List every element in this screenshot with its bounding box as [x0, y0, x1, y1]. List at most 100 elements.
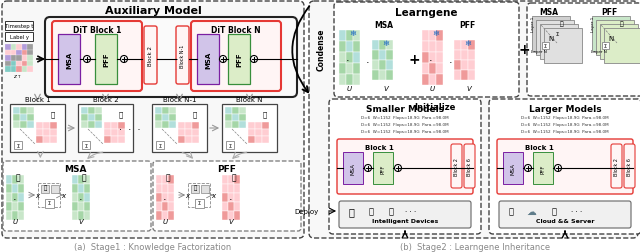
Text: Layer 1: Layer 1	[591, 16, 595, 32]
Text: 🗄: 🗄	[552, 207, 557, 216]
Bar	[78, 202, 84, 211]
Bar	[27, 121, 34, 129]
Bar	[248, 130, 255, 137]
Bar	[192, 122, 199, 130]
Bar	[228, 184, 234, 193]
Bar	[188, 183, 210, 207]
Bar	[162, 193, 168, 202]
Bar	[11, 50, 16, 56]
Text: Cloud && Server: Cloud && Server	[536, 219, 595, 224]
Bar	[58, 35, 80, 85]
Bar	[185, 130, 192, 137]
Bar	[461, 71, 468, 81]
Text: DiT Block N: DiT Block N	[211, 25, 261, 34]
Bar	[226, 141, 234, 149]
Bar	[156, 193, 162, 202]
Text: Σ: Σ	[197, 201, 200, 206]
Bar	[228, 175, 234, 184]
Bar	[5, 33, 33, 42]
Text: Layer N: Layer N	[531, 50, 547, 54]
Text: 🔥: 🔥	[166, 173, 170, 182]
Bar	[36, 137, 43, 143]
Bar	[84, 193, 90, 202]
Bar	[28, 61, 33, 67]
Text: Block 2: Block 2	[454, 158, 459, 175]
Bar	[22, 61, 28, 67]
Bar	[38, 183, 60, 207]
Bar	[239, 121, 246, 129]
Bar	[422, 31, 429, 42]
Bar	[168, 202, 174, 211]
Bar	[162, 202, 168, 211]
Text: U: U	[346, 86, 351, 92]
Bar	[192, 130, 199, 137]
Text: D=6  W=1152  Flops=18.9G  Para.=98.0M: D=6 W=1152 Flops=18.9G Para.=98.0M	[521, 122, 609, 127]
Text: 🎮: 🎮	[388, 207, 394, 216]
Bar	[162, 121, 169, 129]
Bar	[222, 105, 277, 152]
Bar	[248, 122, 255, 130]
Bar	[228, 193, 234, 202]
Text: ☁: ☁	[526, 206, 536, 216]
Bar	[36, 122, 43, 130]
Bar	[185, 122, 192, 130]
FancyBboxPatch shape	[527, 4, 640, 97]
Bar	[43, 122, 50, 130]
Bar	[88, 108, 95, 115]
Bar	[228, 35, 250, 85]
Bar	[28, 67, 33, 73]
Text: MSA: MSA	[205, 51, 211, 68]
Bar	[18, 184, 24, 193]
Bar	[461, 61, 468, 71]
Text: D=6  W=1152  Flops=18.9G  Para.=98.0M: D=6 W=1152 Flops=18.9G Para.=98.0M	[361, 130, 449, 134]
Bar	[12, 211, 18, 220]
Bar	[72, 202, 78, 211]
Text: D=6  W=1152  Flops=18.9G  Para.=98.0M: D=6 W=1152 Flops=18.9G Para.=98.0M	[361, 115, 449, 119]
Text: Block 1: Block 1	[525, 144, 554, 150]
Text: PFF: PFF	[459, 20, 475, 29]
Bar	[118, 130, 125, 137]
Bar	[95, 35, 117, 85]
Bar	[16, 45, 22, 50]
Bar	[18, 202, 24, 211]
Bar	[178, 130, 185, 137]
Bar	[533, 152, 553, 184]
Text: Deploy: Deploy	[295, 208, 319, 214]
Bar	[84, 202, 90, 211]
Text: Layer N: Layer N	[591, 50, 607, 54]
Bar	[192, 137, 199, 143]
Bar	[16, 50, 22, 56]
Bar	[36, 130, 43, 137]
Bar	[343, 152, 363, 184]
Text: x: x	[61, 192, 65, 198]
Bar	[422, 42, 429, 53]
Bar	[78, 193, 84, 202]
FancyBboxPatch shape	[176, 27, 189, 85]
Text: Block 2: Block 2	[614, 158, 619, 175]
Bar	[346, 64, 353, 75]
Text: x: x	[35, 192, 39, 198]
Bar	[20, 108, 27, 115]
Text: PFF: PFF	[236, 52, 242, 67]
Bar	[27, 108, 34, 115]
Bar	[232, 115, 239, 121]
Bar	[169, 121, 176, 129]
FancyBboxPatch shape	[45, 18, 297, 98]
Bar	[18, 175, 24, 184]
Text: Block N-1: Block N-1	[163, 97, 196, 103]
Text: D=6  W=1152  Flops=18.9G  Para.=98.0M: D=6 W=1152 Flops=18.9G Para.=98.0M	[521, 115, 609, 119]
Text: 🔥: 🔥	[44, 184, 47, 190]
Circle shape	[220, 56, 227, 63]
Bar	[6, 202, 12, 211]
Text: PFF: PFF	[541, 164, 545, 173]
Bar	[234, 202, 240, 211]
Bar	[353, 42, 360, 53]
Text: DiT Block 1: DiT Block 1	[73, 25, 121, 34]
Bar	[168, 211, 174, 220]
Text: MSA: MSA	[374, 20, 394, 29]
Bar	[13, 121, 20, 129]
Bar	[118, 122, 125, 130]
Bar	[222, 184, 228, 193]
Bar	[20, 121, 27, 129]
Text: 🔥: 🔥	[16, 173, 20, 182]
